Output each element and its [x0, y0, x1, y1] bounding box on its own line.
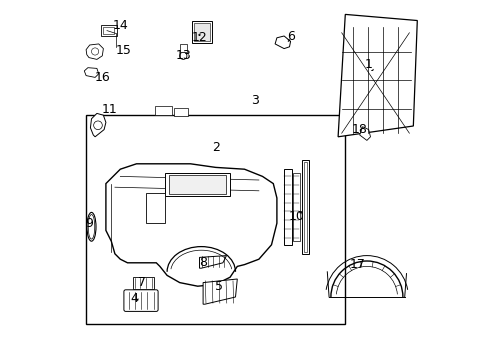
Polygon shape: [275, 36, 290, 49]
Text: 1: 1: [364, 58, 372, 71]
Text: 4: 4: [130, 292, 139, 305]
Text: 8: 8: [199, 256, 207, 269]
Bar: [101, 25, 117, 36]
Bar: [103, 27, 114, 34]
Polygon shape: [203, 279, 237, 304]
Bar: [284, 169, 291, 245]
Circle shape: [179, 52, 186, 59]
Bar: [165, 173, 230, 196]
Text: 9: 9: [85, 217, 93, 230]
Circle shape: [91, 48, 99, 55]
Bar: [302, 160, 308, 254]
Bar: [133, 277, 154, 289]
Text: 15: 15: [116, 44, 132, 57]
Polygon shape: [106, 164, 276, 286]
FancyBboxPatch shape: [123, 290, 158, 311]
Bar: [145, 193, 165, 223]
Bar: [174, 108, 187, 116]
Ellipse shape: [87, 212, 96, 241]
Polygon shape: [84, 68, 99, 77]
Bar: [154, 106, 171, 115]
Text: 11: 11: [102, 103, 117, 116]
Text: 12: 12: [191, 31, 207, 44]
Bar: [86, 115, 345, 324]
Text: 14: 14: [112, 19, 128, 32]
Text: 6: 6: [287, 30, 295, 42]
Bar: [180, 44, 186, 52]
Polygon shape: [86, 44, 103, 59]
Ellipse shape: [88, 215, 95, 239]
Text: 16: 16: [94, 71, 110, 84]
Bar: [303, 162, 306, 252]
Polygon shape: [90, 113, 106, 137]
Text: 7: 7: [138, 276, 145, 289]
Polygon shape: [359, 127, 370, 140]
Text: 2: 2: [211, 141, 219, 154]
Text: 18: 18: [351, 123, 367, 136]
Bar: [292, 173, 299, 241]
Text: 5: 5: [215, 280, 223, 293]
Bar: [194, 23, 210, 41]
Text: 13: 13: [175, 49, 191, 62]
Text: 3: 3: [251, 94, 259, 107]
Circle shape: [94, 121, 102, 130]
Text: 17: 17: [349, 258, 365, 271]
Bar: [168, 175, 226, 194]
Polygon shape: [337, 14, 416, 137]
Bar: [192, 21, 212, 43]
Polygon shape: [199, 256, 226, 268]
Text: 10: 10: [288, 210, 304, 222]
